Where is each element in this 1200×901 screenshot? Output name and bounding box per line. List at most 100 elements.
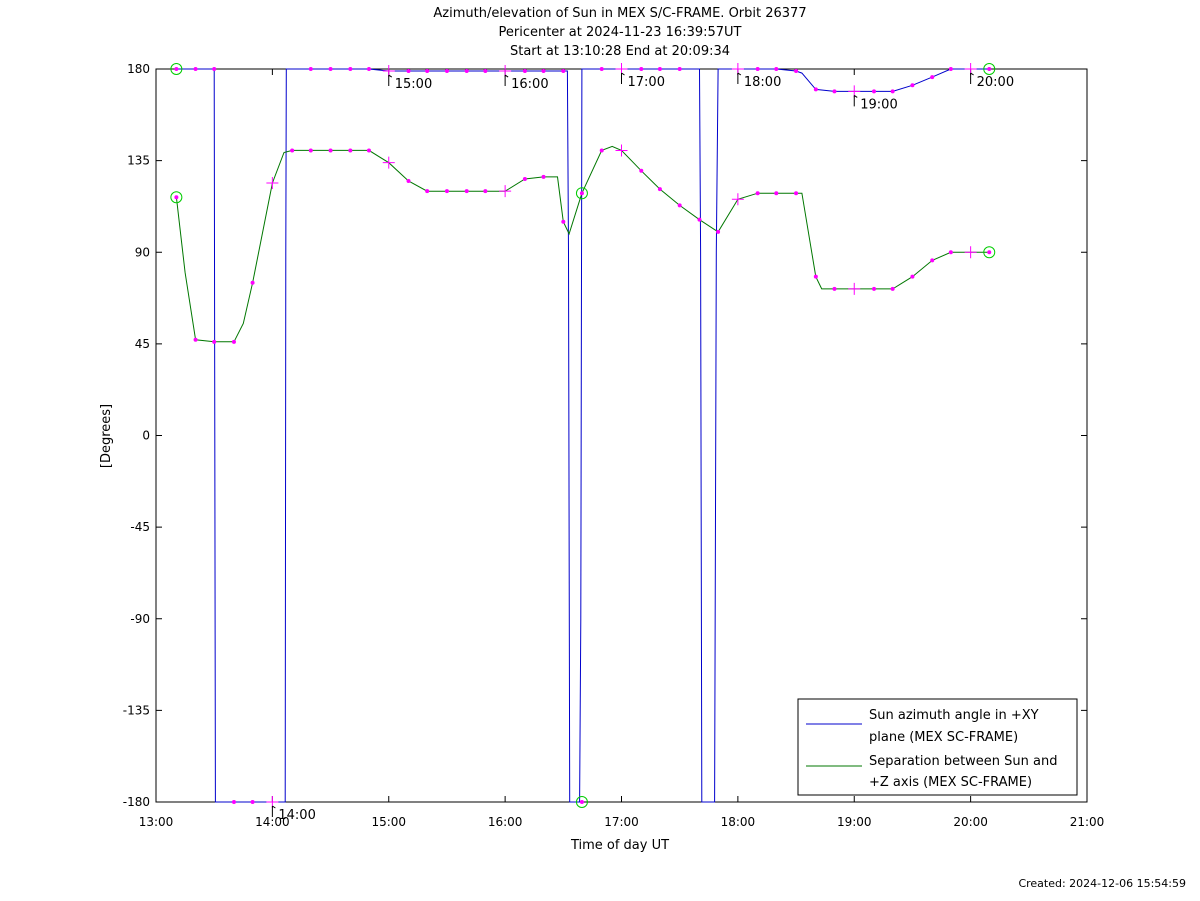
data-point-azimuth-6 [348,67,353,71]
data-point-azimuth-4 [308,67,313,71]
time-mark-pointer-0 [271,805,276,817]
data-point-separation-26 [813,274,818,279]
data-point-separation-14 [522,176,527,181]
markers-layer: 14:00 15:00 16:00 17:00 18:00 19:00 20:00 [170,63,1014,823]
data-point-separation-17 [599,148,604,153]
x-tick-label-1: 14:00 [255,815,290,829]
x-tick-label-6: 19:00 [837,815,872,829]
legend: Sun azimuth angle in +XY plane (MEX SC-F… [797,698,1078,796]
hour-cross-3 [615,144,628,157]
start-end-circle-2 [983,63,996,75]
data-point-azimuth-15 [561,69,566,74]
data-point-separation-7 [348,148,353,153]
title-line-3: Start at 13:10:28 End at 20:09:34 [510,44,730,59]
legend-label-azimuth-2: plane (MEX SC-FRAME) [869,730,1018,745]
y-tick-label-3: 45 [135,337,150,351]
data-point-azimuth-27 [910,83,915,88]
data-point-separation-11 [444,189,449,194]
data-point-azimuth-25 [872,89,877,94]
data-point-separation-0 [193,337,198,342]
data-point-separation-1 [212,339,217,344]
hour-cross-2 [499,185,512,198]
data-point-separation-9 [406,178,411,183]
data-point-azimuth-24 [832,89,837,94]
x-tick-label-4: 17:00 [604,815,639,829]
start-end-circle-4 [575,187,588,200]
data-point-separation-6 [328,148,333,153]
data-point-azimuth-0 [193,67,198,71]
data-point-azimuth-3 [250,800,255,804]
time-mark-label-4: 18:00 [744,75,781,90]
data-point-separation-27 [832,286,837,291]
data-point-azimuth-14 [541,69,546,74]
plot-area [155,68,1088,803]
hour-cross-5 [848,282,861,295]
data-point-separation-10 [425,189,430,194]
start-end-circle-1 [170,191,183,204]
data-point-separation-3 [250,280,255,285]
series-line-azimuth [176,68,990,803]
time-mark-label-6: 20:00 [977,75,1014,90]
legend-label-azimuth-1: Sun azimuth angle in +XY [869,708,1039,723]
data-point-azimuth-9 [425,69,430,74]
start-end-dot-3 [987,250,992,255]
series-line-separation [175,145,990,343]
y-tick-label-1: 135 [127,154,150,168]
y-tick-label-0: 180 [127,62,150,76]
data-point-azimuth-23 [813,87,818,92]
y-tick-label-4: 0 [142,429,150,443]
data-point-separation-28 [872,286,877,291]
data-point-separation-4 [290,148,295,153]
y-tick-label-6: -90 [130,612,150,626]
time-mark-label-0: 14:00 [278,808,315,823]
data-point-separation-30 [910,274,915,279]
time-mark-pointer-5 [853,94,858,107]
data-point-separation-18 [639,168,644,173]
legend-label-separation-1: Separation between Sun and [869,754,1057,769]
time-mark-label-3: 17:00 [628,75,665,90]
data-point-separation-20 [677,203,682,208]
x-tick-label-3: 16:00 [488,815,523,829]
data-point-azimuth-22 [794,69,799,74]
time-mark-pointer-6 [970,72,974,84]
data-point-azimuth-18 [657,67,662,71]
data-point-azimuth-16 [599,67,604,71]
start-end-dot-5 [579,800,584,804]
start-end-circle-0 [170,63,183,75]
hour-cross-0 [266,177,279,190]
data-point-separation-5 [308,148,313,153]
x-tick-label-8: 21:00 [1070,815,1105,829]
data-point-azimuth-10 [444,69,449,74]
start-end-circle-3 [983,246,996,259]
data-point-azimuth-28 [930,75,935,80]
data-point-separation-13 [483,189,488,194]
legend-box [797,698,1078,796]
data-point-azimuth-1 [212,67,217,71]
x-tick-label-2: 15:00 [371,815,406,829]
hour-cross-11 [848,85,861,98]
series-layer [175,68,990,803]
start-end-dot-2 [987,67,992,71]
time-mark-pointer-1 [388,74,393,87]
x-tick-label-5: 18:00 [721,815,756,829]
axis-ticks: 13:00 14:00 15:00 16:00 17:00 18:00 19:00 20:00… [123,62,1105,829]
start-end-dot-0 [174,67,179,71]
data-point-azimuth-21 [774,67,779,71]
start-end-dot-4 [579,191,584,196]
y-tick-label-7: -135 [123,703,150,717]
x-tick-label-7: 20:00 [953,815,988,829]
data-point-separation-32 [948,250,953,255]
x-axis-label: Time of day UT [570,838,669,853]
hour-cross-4 [731,193,744,206]
time-mark-pointer-4 [737,72,742,84]
data-point-azimuth-2 [231,800,236,804]
data-point-separation-23 [755,191,760,196]
start-end-circle-5 [575,796,588,808]
y-tick-label-5: -45 [130,520,150,534]
y-tick-label-2: 90 [135,245,150,259]
data-point-separation-24 [774,191,779,196]
title-line-2: Pericenter at 2024-11-23 16:39:57UT [498,25,741,40]
data-point-azimuth-5 [328,67,333,71]
data-point-separation-2 [231,339,236,344]
